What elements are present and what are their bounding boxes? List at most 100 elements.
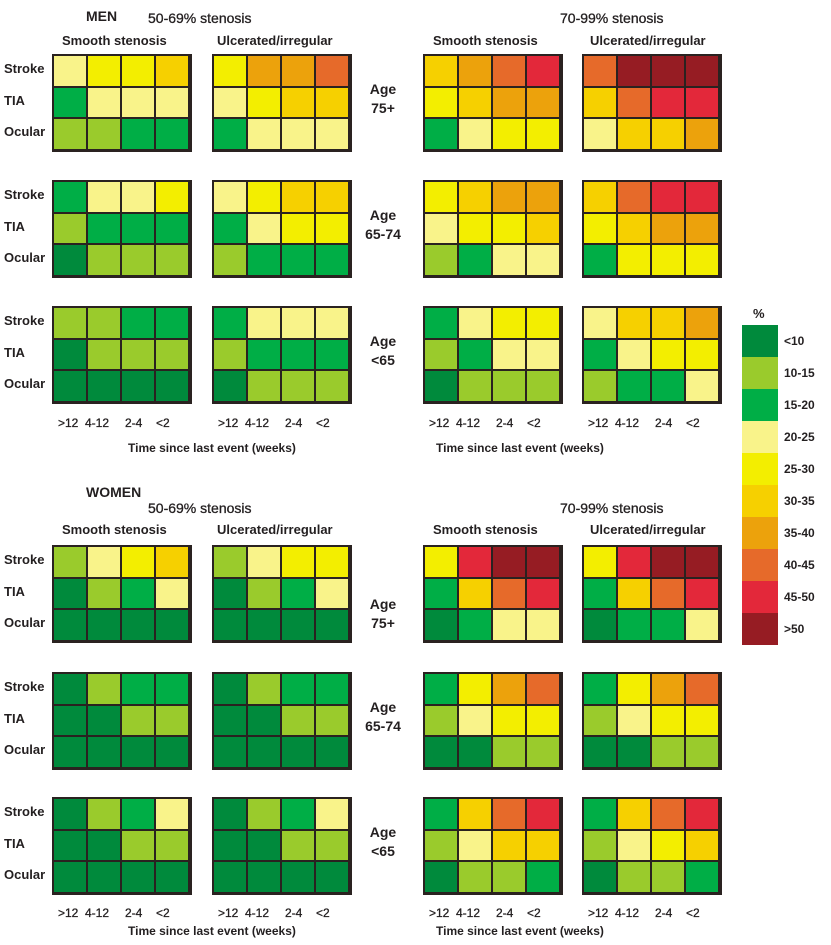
legend-label: 10-15 [784,366,815,380]
heatmap-cell [425,830,457,860]
heatmap-cell [527,213,559,243]
heatmap-cell [248,547,280,577]
heatmap-cell [686,830,718,860]
x-tick-label: <2 [316,906,330,920]
heatmap-cell [618,213,650,243]
x-tick-label: >12 [588,906,609,920]
heatmap-panel [582,545,722,643]
heatmap-cell [88,610,120,640]
heatmap-panel [52,306,192,404]
heatmap-cell [214,213,246,243]
heatmap-cell [316,371,348,401]
age-group-label: Age 65-74 [358,698,408,736]
age-label-line2: <65 [371,352,395,368]
heatmap-cell [686,119,718,149]
heatmap-cell [54,674,86,704]
heatmap-cell [248,371,280,401]
x-tick-label: >12 [588,416,609,430]
heatmap-cell [88,371,120,401]
age-label-line2: 75+ [371,615,395,631]
heatmap-cell [618,182,650,212]
row-label: Stroke [4,552,45,567]
row-label: TIA [4,835,25,851]
heatmap-cell [425,308,457,338]
heatmap-cell [156,371,188,401]
heatmap-cell [584,674,616,704]
heatmap-cell [527,674,559,704]
x-tick-label: >12 [429,906,450,920]
x-axis-label: Time since last event (weeks) [436,441,604,455]
heatmap-cell [316,705,348,735]
heatmap-cell [584,308,616,338]
heatmap-cell [584,830,616,860]
heatmap-cell [156,87,188,117]
heatmap-panel [423,672,563,770]
heatmap-cell [156,213,188,243]
legend-label: 15-20 [784,398,815,412]
heatmap-cell [584,371,616,401]
heatmap-cell [686,182,718,212]
heatmap-cell [459,213,491,243]
heatmap-cell [156,705,188,735]
heatmap-cell [156,610,188,640]
heatmap-panel [52,672,192,770]
heatmap-cell [122,339,154,369]
heatmap-cell [156,674,188,704]
x-tick-label: >12 [58,906,79,920]
heatmap-cell [248,87,280,117]
age-label-line1: Age [369,333,397,349]
row-label: Stroke [4,804,45,819]
heatmap-cell [459,547,491,577]
heatmap-cell [493,339,525,369]
plaque-type-label: Smooth stenosis [433,522,538,537]
heatmap-cell [156,339,188,369]
heatmap-cell [316,547,348,577]
heatmap-cell [527,705,559,735]
heatmap-cell [493,674,525,704]
heatmap-cell [54,799,86,829]
heatmap-cell [459,862,491,892]
heatmap-cell [316,862,348,892]
heatmap-cell [122,547,154,577]
heatmap-cell [282,119,314,149]
heatmap-cell [618,56,650,86]
heatmap-cell [214,56,246,86]
heatmap-cell [214,862,246,892]
heatmap-panel [212,306,352,404]
legend-swatch [742,613,778,645]
heatmap-cell [425,119,457,149]
stenosis-group-label: 70-99% stenosis [560,500,664,516]
x-tick-label: 4-12 [85,906,110,920]
heatmap-cell [618,830,650,860]
heatmap-cell [248,119,280,149]
x-tick-label: 2-4 [655,906,673,920]
heatmap-cell [652,830,684,860]
sex-label: MEN [86,8,118,24]
heatmap-cell [618,674,650,704]
heatmap-cell [88,830,120,860]
heatmap-cell [122,308,154,338]
heatmap-cell [584,119,616,149]
heatmap-cell [459,371,491,401]
heatmap-cell [282,339,314,369]
legend-label: 45-50 [784,590,815,604]
heatmap-cell [584,610,616,640]
heatmap-panel [52,54,192,152]
heatmap-cell [214,674,246,704]
heatmap-cell [316,674,348,704]
heatmap-cell [618,705,650,735]
row-label: Stroke [4,187,45,202]
heatmap-cell [493,182,525,212]
heatmap-cell [282,705,314,735]
x-tick-label: 4-12 [615,416,640,430]
x-tick-label: 2-4 [285,906,303,920]
heatmap-cell [652,182,684,212]
heatmap-cell [214,339,246,369]
heatmap-panel [52,797,192,895]
heatmap-cell [493,245,525,275]
heatmap-cell [88,182,120,212]
heatmap-cell [54,339,86,369]
heatmap-cell [493,799,525,829]
heatmap-cell [88,799,120,829]
heatmap-cell [122,862,154,892]
